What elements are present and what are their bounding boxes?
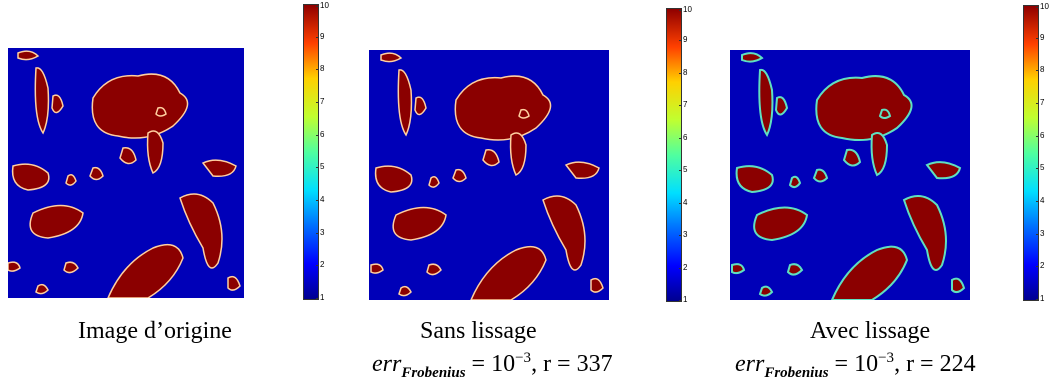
error-formula: errFrobenius = 10−3, r = 337 [372, 350, 613, 381]
tick-label: 3 [315, 228, 325, 237]
tick-label: 2 [315, 260, 325, 269]
tick-label: 6 [678, 133, 688, 142]
tick-label: 2 [1035, 261, 1045, 270]
blob-map [8, 50, 241, 298]
caption-avec-lissage: Avec lissage [810, 318, 931, 344]
tick-label: 8 [315, 64, 325, 73]
tick-label: 10 [679, 5, 692, 14]
error-formula: errFrobenius = 10−3, r = 224 [735, 350, 976, 381]
tick-label: 4 [315, 195, 325, 204]
colorbar [303, 4, 319, 300]
tick-label: 8 [678, 68, 688, 77]
blob-map [370, 52, 604, 300]
tick-label: 7 [315, 97, 325, 106]
tick-label: 5 [315, 162, 325, 171]
tick-label: 10 [1036, 2, 1049, 11]
original-image [8, 48, 244, 298]
tick-label: 9 [1035, 33, 1045, 42]
colorbar-ticks: 1 2 3 4 5 6 7 8 9 10 [1023, 2, 1053, 303]
tick-label: 7 [678, 100, 688, 109]
tick-label: 10 [316, 1, 329, 10]
reconstructed-image-avec-lissage [730, 50, 970, 300]
tick-label: 4 [678, 198, 688, 207]
colorbar-ticks: 1 2 3 4 5 6 7 8 9 10 [666, 5, 696, 304]
tick-label: 1 [678, 295, 688, 304]
tick-label: 7 [1035, 98, 1045, 107]
tick-label: 6 [315, 130, 325, 139]
tick-label: 9 [678, 35, 688, 44]
panel-avec-lissage: 1 2 3 4 5 6 7 8 9 10 Avec lissage errFro… [700, 0, 1061, 390]
tick-label: 1 [1035, 294, 1045, 303]
tick-label: 6 [1035, 131, 1045, 140]
tick-label: 5 [1035, 163, 1045, 172]
caption-sans-lissage: Sans lissage [420, 318, 537, 344]
colorbar [666, 8, 682, 302]
tick-label: 5 [678, 165, 688, 174]
tick-label: 1 [315, 293, 325, 302]
colorbar [1023, 5, 1039, 301]
colorbar-ticks: 1 2 3 4 5 6 7 8 9 10 [303, 1, 333, 302]
panel-original: 1 2 3 4 5 6 7 8 9 10 Image d’origine [0, 0, 340, 390]
tick-label: 9 [315, 32, 325, 41]
blob-map [731, 52, 966, 300]
panel-sans-lissage: 1 2 3 4 5 6 7 8 9 10 Sans lissage errFro… [340, 0, 700, 390]
tick-label: 8 [1035, 65, 1045, 74]
tick-label: 2 [678, 263, 688, 272]
tick-label: 3 [1035, 229, 1045, 238]
tick-label: 4 [1035, 196, 1045, 205]
caption-original: Image d’origine [78, 318, 232, 344]
tick-label: 3 [678, 230, 688, 239]
reconstructed-image-sans-lissage [369, 50, 609, 300]
